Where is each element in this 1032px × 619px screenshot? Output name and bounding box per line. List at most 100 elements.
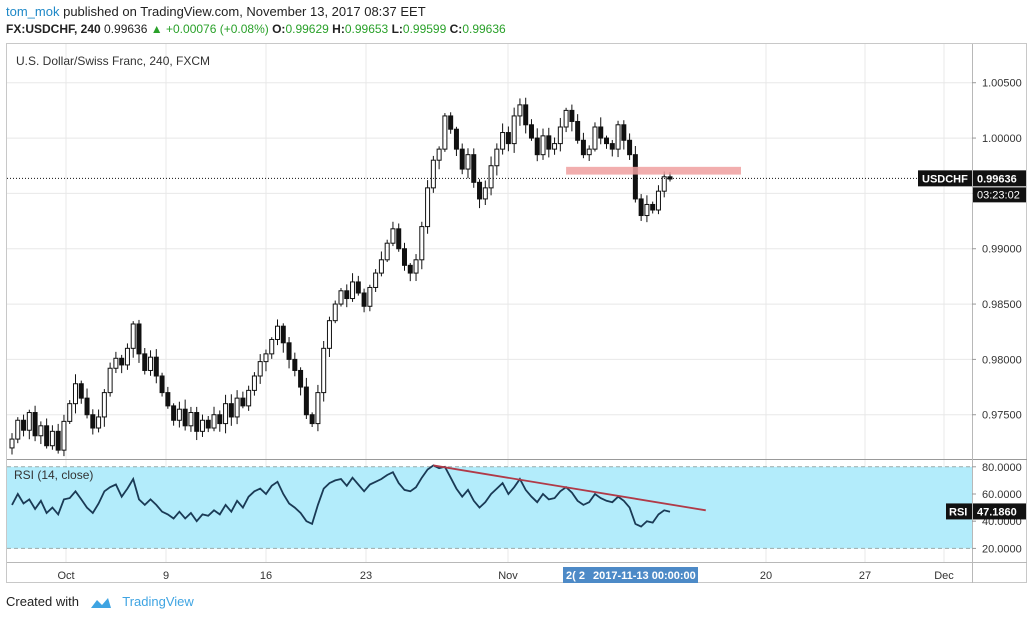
tradingview-logo-icon [90,597,111,608]
candle-body [557,126,563,145]
y-tick-label: 0.97500 [982,410,1022,422]
candle-body [142,353,148,371]
open-value: 0.99629 [285,22,329,36]
candle-body [67,403,73,422]
created-with-label: Created with [6,594,79,609]
candle-body [78,383,84,399]
price-chart-svg[interactable]: U.S. Dollar/Swiss Franc, 240, FXCM RSI (1… [0,0,1032,590]
candle-body [361,292,367,307]
author-link[interactable]: tom_mok [6,4,60,19]
candle-body [436,148,442,161]
candle-body [540,135,546,156]
y-tick-label: 1.00000 [982,133,1022,145]
candle-body [107,367,113,394]
candle-body [350,281,356,300]
candle-body [257,361,263,377]
candle-body [413,259,419,274]
rsi-band [7,466,972,549]
candle-body [459,148,465,170]
price-change: +0.00076 (+0.08%) [166,22,269,36]
crosshair-date-badge [563,567,698,583]
candle-body [575,120,581,141]
candle-body [580,139,586,156]
x-tick-label: Dec [934,570,954,582]
last-price-badge [973,170,1026,187]
low-value: 0.99599 [402,22,447,36]
candle-body [592,126,598,150]
publish-info: published on TradingView.com, November 1… [63,4,426,19]
candle-body [442,115,448,150]
candle-body [119,357,125,366]
candle-body [148,356,154,371]
candle-body [355,281,361,294]
candle-body [15,419,21,440]
ohlc-header: FX:USDCHF, 240 0.99636 ▲ +0.00076 (+0.08… [6,22,506,36]
candle-body [378,259,384,274]
candle-body [373,272,379,288]
candle-body [471,154,477,183]
candle-body [500,132,506,150]
crosshair-partial-label: 2( 2 [566,570,585,582]
candle-body [286,342,292,360]
y-tick-label: 1.00500 [982,78,1022,90]
candle-body [90,414,96,429]
last-price-badge-label: 0.99636 [977,173,1017,185]
open-label: O: [272,22,286,36]
footer: Created with TradingView [6,594,194,610]
candle-body [303,386,309,416]
candle-body [367,286,373,307]
candle-body [199,419,205,432]
candle-body [159,375,165,394]
candle-body [604,137,610,145]
candle-body [477,181,483,200]
candle-body [72,383,78,405]
candle-body [338,290,344,305]
candle-body [32,412,38,437]
candle-body [407,264,413,274]
candle-body [563,109,569,128]
candle-body [269,338,275,355]
candle-body [298,369,304,388]
x-tick-label: Oct [57,570,74,582]
x-tick-label: 23 [360,570,372,582]
candle-body [598,126,604,139]
x-tick-label: 20 [760,570,772,582]
candle-body [552,143,558,150]
candle-body [217,414,223,425]
candle-body [511,115,517,145]
candle-body [96,416,102,429]
candle-body [223,403,229,425]
candle-body [638,198,644,217]
rsi-value-badge [973,503,1026,520]
candle-body [55,430,61,451]
candle-body [234,397,240,418]
chart-frame[interactable] [6,43,1027,583]
candle-body [344,290,350,300]
candle-body [448,115,454,130]
countdown-label: 03:23:02 [977,189,1020,201]
candle-body [61,420,67,451]
candle-body [153,356,159,377]
candle-body [205,419,211,429]
candle-body [453,128,459,150]
x-tick-label: 9 [163,570,169,582]
publish-header: tom_mok published on TradingView.com, No… [6,4,426,19]
rsi-title: RSI (14, close) [14,468,93,482]
y-tick-label: 0.98000 [982,354,1022,366]
rsi-divergence-line [433,464,706,512]
candle-body [644,203,650,217]
rsi-badge [946,503,972,520]
x-tick-label: Nov [498,570,518,582]
tradingview-brand-link[interactable]: TradingView [122,594,194,609]
candle-body [401,248,407,266]
candle-body [176,408,182,421]
candle-body [621,124,627,141]
candle-body [275,325,281,340]
candle-body [482,187,488,200]
candle-body [101,392,107,418]
candle-body [609,143,615,150]
candle-body [632,154,638,200]
candle-body [332,303,338,322]
y-tick-label: 0.99000 [982,244,1022,256]
crosshair-date-label: 2017-11-13 00:00:00 [593,570,696,582]
